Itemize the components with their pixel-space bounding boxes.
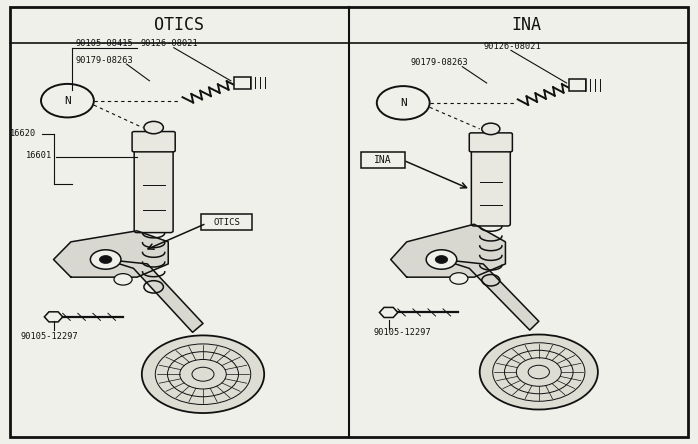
Circle shape bbox=[90, 250, 121, 269]
Circle shape bbox=[41, 84, 94, 117]
Text: OTICS: OTICS bbox=[154, 16, 204, 34]
Text: 90126-08021: 90126-08021 bbox=[483, 42, 541, 51]
Circle shape bbox=[450, 273, 468, 284]
FancyBboxPatch shape bbox=[10, 7, 688, 437]
Polygon shape bbox=[441, 259, 539, 330]
Text: 90126-08021: 90126-08021 bbox=[140, 40, 198, 48]
Text: 90105-12297: 90105-12297 bbox=[373, 328, 431, 337]
FancyBboxPatch shape bbox=[201, 214, 253, 230]
Polygon shape bbox=[391, 224, 505, 277]
Text: 90179-08263: 90179-08263 bbox=[411, 58, 468, 67]
Circle shape bbox=[480, 334, 598, 409]
Text: 90105-12297: 90105-12297 bbox=[21, 332, 79, 341]
Circle shape bbox=[142, 335, 264, 413]
Text: INA: INA bbox=[511, 16, 541, 34]
Circle shape bbox=[377, 86, 430, 119]
Text: 16620: 16620 bbox=[10, 129, 36, 138]
Text: INA: INA bbox=[374, 155, 392, 165]
Polygon shape bbox=[105, 259, 203, 332]
FancyBboxPatch shape bbox=[235, 77, 251, 89]
Text: N: N bbox=[400, 98, 407, 108]
Text: 16601: 16601 bbox=[26, 151, 52, 160]
FancyBboxPatch shape bbox=[134, 145, 173, 233]
Text: N: N bbox=[64, 95, 70, 106]
Circle shape bbox=[436, 256, 447, 263]
Text: 90105-08415: 90105-08415 bbox=[75, 40, 133, 48]
Polygon shape bbox=[54, 231, 168, 277]
Text: 90179-08263: 90179-08263 bbox=[75, 56, 133, 65]
Circle shape bbox=[426, 250, 456, 269]
FancyBboxPatch shape bbox=[471, 145, 510, 226]
Circle shape bbox=[144, 121, 163, 134]
FancyBboxPatch shape bbox=[132, 131, 175, 152]
FancyBboxPatch shape bbox=[469, 133, 512, 152]
Text: OTICS: OTICS bbox=[213, 218, 240, 226]
Circle shape bbox=[482, 123, 500, 135]
Circle shape bbox=[114, 274, 132, 285]
FancyBboxPatch shape bbox=[361, 152, 406, 168]
Circle shape bbox=[99, 256, 112, 263]
FancyBboxPatch shape bbox=[570, 79, 586, 91]
